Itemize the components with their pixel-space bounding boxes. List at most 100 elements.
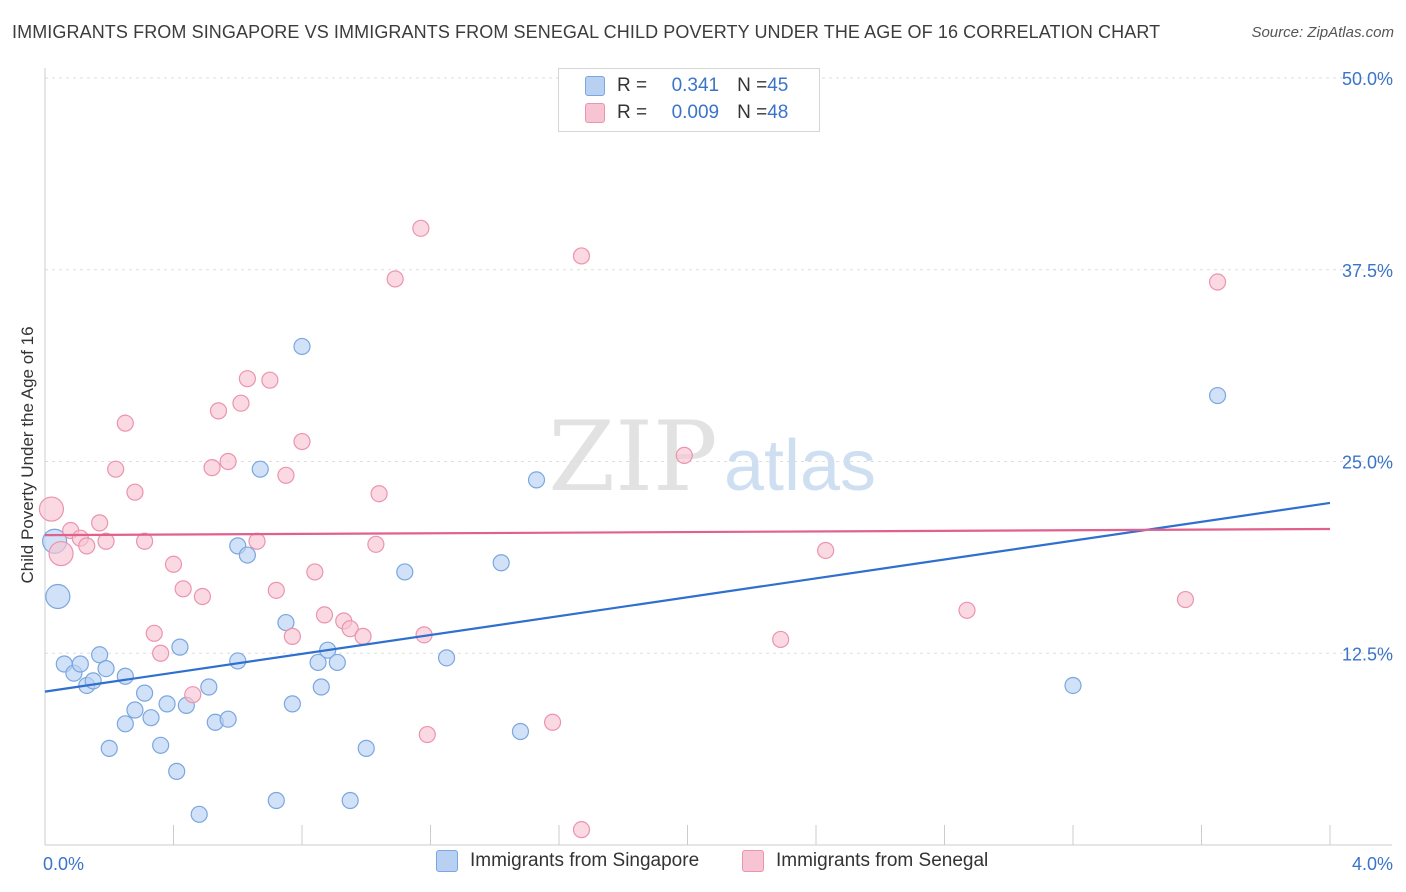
data-point-senegal: [543, 713, 562, 731]
data-point-singapore: [84, 672, 102, 690]
data-point-singapore: [152, 736, 170, 754]
data-point-singapore: [45, 583, 71, 610]
data-point-singapore: [277, 613, 295, 632]
correlation-legend: R = 0.341 N = 45 R = 0.009 N = 48: [558, 68, 820, 132]
data-point-singapore: [97, 659, 115, 678]
bottom-legend-label-senegal: Immigrants from Senegal: [776, 850, 989, 871]
data-point-singapore: [238, 546, 256, 564]
data-point-senegal: [675, 446, 693, 464]
trend-line-senegal: [44, 527, 1331, 537]
data-point-senegal: [248, 532, 266, 550]
series-senegal: [38, 219, 1227, 839]
data-point-singapore: [357, 739, 375, 757]
data-point-senegal: [164, 555, 183, 573]
data-point-senegal: [126, 483, 144, 501]
data-point-senegal: [203, 459, 221, 477]
data-point-singapore: [328, 653, 346, 672]
data-point-senegal: [572, 247, 591, 265]
data-point-senegal: [209, 402, 228, 420]
data-point-singapore: [283, 695, 301, 713]
data-point-singapore: [171, 638, 189, 656]
data-point-senegal: [370, 485, 388, 503]
data-point-singapore: [71, 655, 89, 673]
data-point-senegal: [78, 537, 96, 555]
legend-row-senegal: R = 0.009 N = 48: [585, 100, 788, 126]
bottom-legend-label-singapore: Immigrants from Singapore: [470, 850, 700, 871]
data-point-senegal: [193, 587, 212, 606]
data-point-senegal: [48, 540, 74, 567]
legend-swatch-singapore: [585, 76, 605, 96]
data-point-singapore: [312, 678, 330, 696]
data-point-senegal: [232, 394, 250, 412]
legend-swatch-senegal: [585, 103, 605, 123]
data-point-singapore: [200, 678, 218, 696]
data-point-senegal: [219, 452, 237, 471]
data-point-senegal: [261, 371, 279, 389]
data-point-senegal: [267, 581, 285, 599]
data-point-singapore: [396, 563, 414, 581]
data-point-singapore: [158, 695, 176, 713]
legend-r-value-singapore: 0.341: [671, 75, 720, 96]
data-point-senegal: [283, 627, 301, 645]
legend-n-label-senegal: N =: [737, 102, 768, 123]
x-tick-label-min: 0.0%: [43, 854, 84, 874]
data-point-singapore: [168, 762, 186, 780]
legend-n-value-senegal: 48: [767, 102, 789, 123]
data-point-senegal: [116, 414, 134, 432]
legend-n-label-singapore: N =: [737, 75, 768, 96]
y-tick-label: 12.5%: [1342, 644, 1393, 664]
legend-row-singapore: R = 0.341 N = 45: [585, 73, 788, 99]
data-point-singapore: [1064, 676, 1082, 695]
data-point-senegal: [38, 496, 65, 522]
data-point-senegal: [174, 580, 192, 598]
data-point-singapore: [527, 471, 546, 489]
data-point-singapore: [100, 739, 118, 757]
series-singapore: [42, 337, 1227, 823]
y-axis-label: Child Poverty Under the Age of 16: [18, 326, 37, 584]
data-point-singapore: [309, 653, 327, 672]
data-point-singapore: [437, 649, 456, 667]
data-point-senegal: [152, 644, 170, 662]
y-tick-label: 50.0%: [1342, 69, 1393, 89]
data-point-singapore: [341, 791, 359, 810]
y-tick-label: 37.5%: [1342, 261, 1393, 281]
data-point-senegal: [958, 601, 976, 619]
data-point-singapore: [251, 460, 269, 478]
data-point-senegal: [306, 563, 324, 581]
data-point-singapore: [267, 791, 285, 810]
data-point-senegal: [386, 270, 404, 288]
data-point-senegal: [1176, 590, 1195, 609]
data-point-senegal: [354, 627, 372, 645]
chart-source: Source: ZipAtlas.com: [1251, 24, 1394, 41]
legend-r-label-senegal: R =: [617, 102, 648, 123]
data-point-senegal: [817, 541, 835, 560]
data-point-singapore: [91, 646, 109, 664]
bottom-legend-singapore: Immigrants from Singapore: [436, 850, 699, 872]
bottom-legend-swatch-singapore: [436, 850, 458, 872]
data-point-senegal: [572, 821, 591, 839]
data-point-senegal: [293, 432, 311, 451]
data-point-senegal: [418, 725, 436, 744]
data-point-singapore: [190, 805, 208, 823]
data-point-senegal: [341, 620, 359, 638]
data-point-senegal: [367, 535, 385, 553]
legend-r-value-senegal: 0.009: [671, 102, 720, 123]
data-point-singapore: [135, 684, 154, 702]
data-point-singapore: [293, 337, 311, 356]
data-point-senegal: [315, 606, 334, 624]
data-point-senegal: [238, 370, 256, 388]
data-point-singapore: [229, 652, 247, 670]
chart-title: IMMIGRANTS FROM SINGAPORE VS IMMIGRANTS …: [12, 22, 1161, 42]
data-point-senegal: [145, 624, 163, 642]
data-point-singapore: [116, 667, 134, 685]
bottom-legend-senegal: Immigrants from Senegal: [742, 850, 988, 872]
bottom-legend-swatch-senegal: [742, 850, 764, 872]
data-point-senegal: [135, 532, 154, 550]
data-point-singapore: [492, 554, 510, 572]
data-point-senegal: [772, 630, 790, 649]
data-point-senegal: [97, 532, 115, 550]
data-point-senegal: [91, 514, 109, 532]
legend-r-label-singapore: R =: [617, 75, 648, 96]
trend-line-singapore: [44, 501, 1331, 693]
data-point-senegal: [1208, 273, 1227, 291]
